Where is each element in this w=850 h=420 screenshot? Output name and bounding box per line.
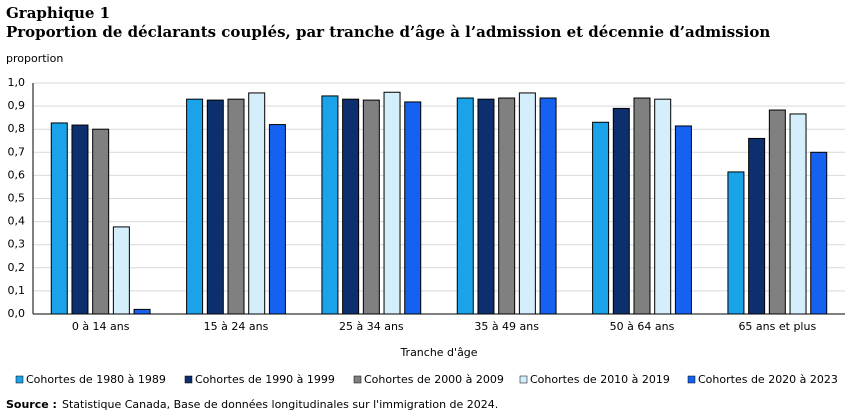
legend-label: Cohortes de 2000 à 2009	[364, 373, 504, 386]
bar	[383, 91, 401, 315]
bar	[612, 107, 630, 315]
legend-label: Cohortes de 2020 à 2023	[698, 373, 838, 386]
legend-swatch	[687, 375, 696, 384]
bar	[186, 98, 204, 315]
x-tick-label: 25 à 34 ans	[339, 320, 404, 333]
source-label: Source :	[6, 398, 57, 411]
y-tick-label: 0,9	[8, 99, 26, 112]
bar	[342, 98, 360, 315]
bar	[674, 125, 692, 315]
bar	[456, 97, 474, 315]
bar	[92, 128, 110, 315]
chart-title: Proportion de déclarants couplés, par tr…	[6, 23, 770, 41]
legend-label: Cohortes de 1990 à 1999	[195, 373, 335, 386]
y-tick-label: 0,7	[8, 145, 26, 158]
bar	[539, 97, 557, 315]
y-tick-label: 0,1	[8, 284, 26, 297]
bar	[592, 121, 610, 315]
bar	[133, 308, 151, 315]
y-tick-label: 1,0	[8, 76, 26, 89]
legend-swatch	[353, 375, 362, 384]
bar	[789, 113, 807, 315]
bar	[71, 124, 89, 315]
bar	[498, 97, 516, 315]
y-tick-label: 0,0	[8, 307, 26, 320]
x-tick-label: 0 à 14 ans	[72, 320, 130, 333]
bar	[321, 95, 339, 315]
legend-swatch	[519, 375, 528, 384]
bar	[518, 92, 536, 315]
chart-supertitle: Graphique 1	[6, 4, 110, 22]
bar	[50, 122, 68, 315]
bar	[633, 97, 651, 315]
bar	[362, 99, 380, 315]
x-tick-label: 35 à 49 ans	[474, 320, 539, 333]
bar	[112, 226, 130, 315]
bar	[654, 98, 672, 315]
legend-label: Cohortes de 2010 à 2019	[530, 373, 670, 386]
legend-swatch	[15, 375, 24, 384]
bar	[477, 98, 495, 315]
y-tick-label: 0,4	[8, 215, 26, 228]
bar	[748, 137, 766, 315]
bar	[248, 92, 266, 315]
bar	[206, 99, 224, 315]
bar	[268, 124, 286, 315]
y-tick-label: 0,6	[8, 168, 26, 181]
y-tick-label: 0,2	[8, 261, 26, 274]
x-axis-label: Tranche d'âge	[399, 346, 477, 359]
legend-swatch	[184, 375, 193, 384]
y-axis-label: proportion	[6, 52, 63, 65]
bar	[810, 151, 828, 315]
x-tick-label: 50 à 64 ans	[610, 320, 675, 333]
y-tick-label: 0,5	[8, 192, 26, 205]
legend-label: Cohortes de 1980 à 1989	[26, 373, 166, 386]
x-tick-label: 65 ans et plus	[738, 320, 816, 333]
bar	[727, 171, 745, 315]
bar	[768, 109, 786, 315]
y-tick-label: 0,3	[8, 238, 26, 251]
y-tick-label: 0,8	[8, 122, 26, 135]
bar	[404, 101, 422, 315]
x-tick-label: 15 à 24 ans	[204, 320, 269, 333]
bar	[227, 98, 245, 315]
source-text: Statistique Canada, Base de données long…	[62, 398, 498, 411]
